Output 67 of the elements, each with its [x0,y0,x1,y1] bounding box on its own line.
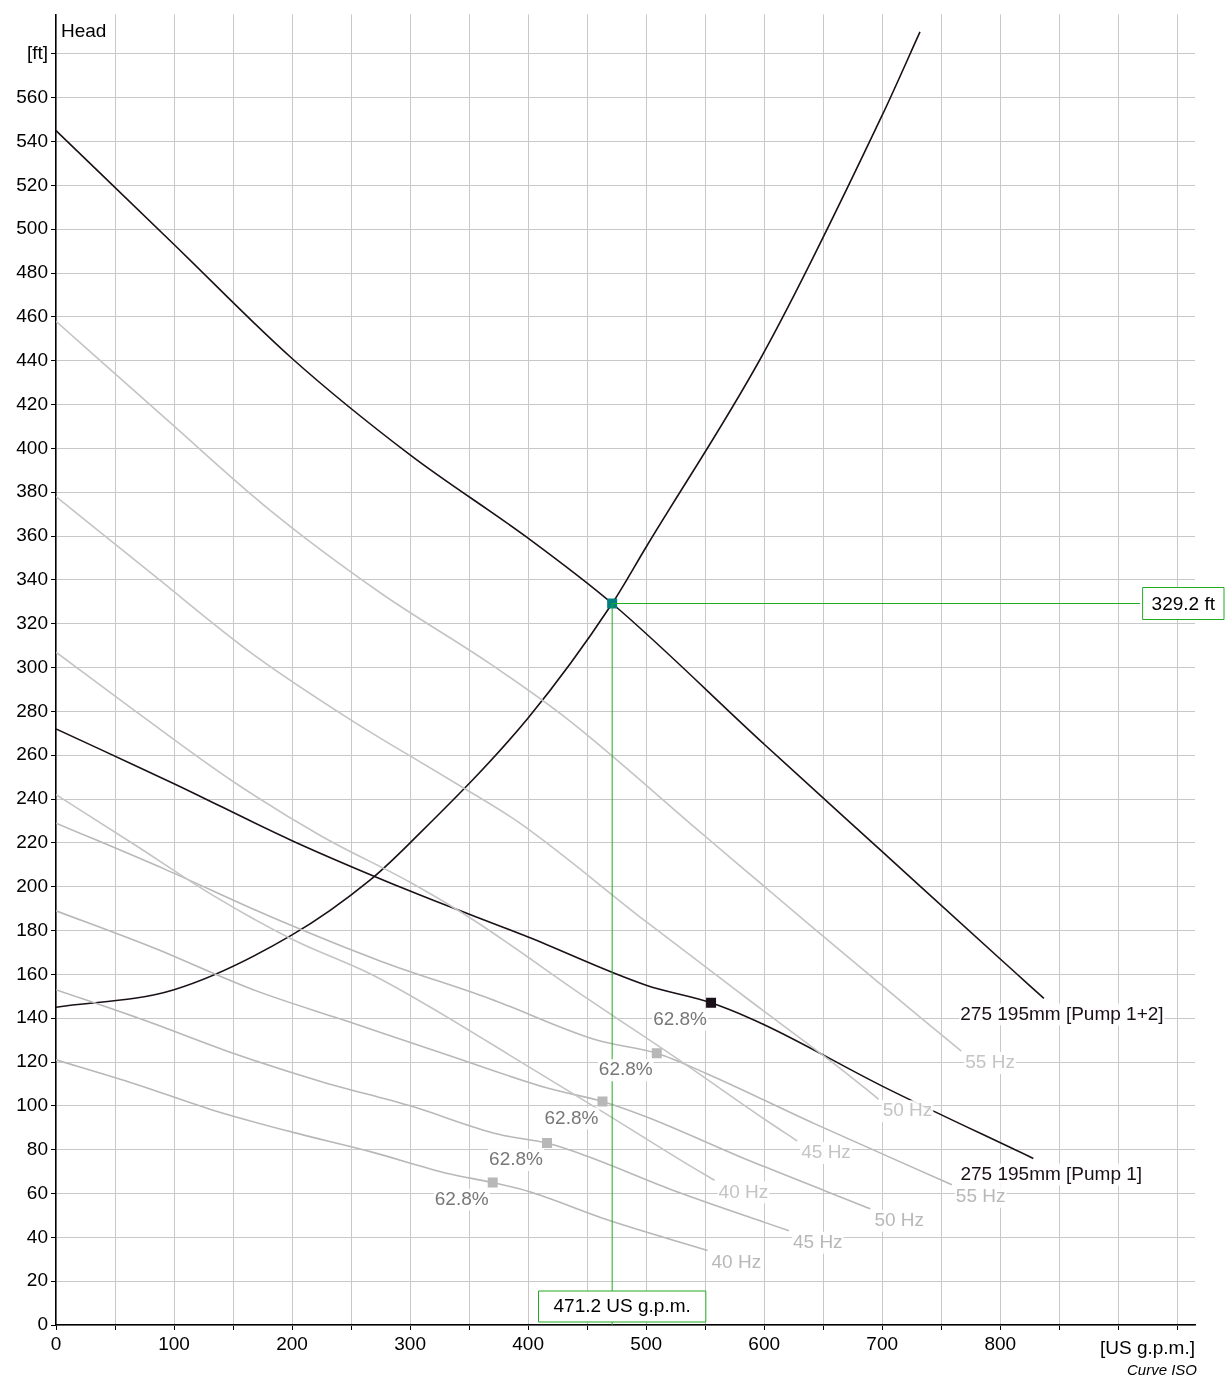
x-axis-title: [US g.p.m.] [1099,1336,1195,1358]
ref-line-label: 329.2 ft [1151,592,1216,614]
point [706,997,717,1008]
y-tick-label: 120 [16,1050,48,1072]
annotation: 62.8% [434,1187,489,1209]
annotation: 62.8% [598,1058,653,1080]
y-tick-label: 340 [16,568,48,590]
series-label: 55 Hz [965,1051,1015,1073]
y-tick-label: 0 [37,1313,48,1335]
line-series [56,1059,709,1252]
y-tick-label: 300 [16,655,48,677]
point [542,1138,552,1149]
series-label: 45 Hz [792,1230,843,1252]
series-label: 275 195mm [Pump 1] [960,1162,1143,1184]
point [651,1048,662,1059]
series-label: 40 Hz [711,1250,762,1272]
series-label: 40 Hz [718,1180,769,1202]
series-label: 50 Hz [874,1209,925,1231]
y-tick-label: 380 [16,480,48,502]
x-tick-label: 800 [984,1332,1017,1354]
ref-line-label: 471.2 US g.p.m. [553,1295,691,1317]
y-tick-label: 460 [16,305,48,327]
y-tick-label: 200 [16,874,48,896]
series-label: 275 195mm [Pump 1+2] [960,1002,1164,1024]
y-tick-label: 420 [16,392,48,414]
y-tick-label: 80 [26,1137,48,1159]
x-tick-label: 600 [748,1332,781,1354]
y-tick-label: 480 [16,261,48,283]
x-tick-label: 200 [276,1332,308,1354]
annotation: 62.8% [489,1148,544,1170]
y-tick-label: 560 [16,85,48,107]
y-tick-label: 60 [26,1181,48,1203]
series-label: 45 Hz [801,1141,851,1163]
y-tick-label: 520 [16,173,48,195]
x-tick-label: 500 [630,1332,663,1354]
y-tick-label: 140 [16,1006,48,1028]
y-tick-label: 100 [16,1094,48,1116]
x-tick-label: 400 [512,1332,544,1354]
x-tick-label: 700 [866,1332,899,1354]
point [597,1096,608,1107]
series-label: 55 Hz [955,1184,1006,1206]
x-tick-label: 100 [158,1332,190,1354]
line-series [56,129,1045,1000]
y-tick-label: 540 [16,129,48,151]
x-tick-label: 0 [50,1332,62,1354]
text: Curve ISO [1126,1361,1198,1379]
y-tick-label: 500 [16,217,48,239]
line-series [56,988,790,1232]
y-tick-label: 160 [16,962,48,984]
y-tick-label: 40 [26,1225,48,1247]
y-tick-label: [ft] [26,42,48,64]
series-label: 50 Hz [882,1099,933,1121]
y-tick-label: 280 [16,699,48,721]
y-tick-label: 240 [16,787,48,809]
annotation: 62.8% [544,1106,599,1128]
y-tick-label: 220 [16,831,48,853]
y-tick-label: 320 [16,611,48,633]
y-axis-title: Head [61,20,107,42]
x-tick-label: 300 [394,1332,426,1354]
point [487,1177,498,1188]
y-tick-label: 260 [16,743,48,765]
y-tick-label: 20 [26,1269,48,1291]
y-tick-label: 400 [16,436,48,458]
y-tick-label: 180 [16,918,48,940]
y-tick-label: 360 [16,524,48,546]
annotation: 62.8% [653,1008,708,1030]
y-tick-label: 440 [16,348,48,370]
